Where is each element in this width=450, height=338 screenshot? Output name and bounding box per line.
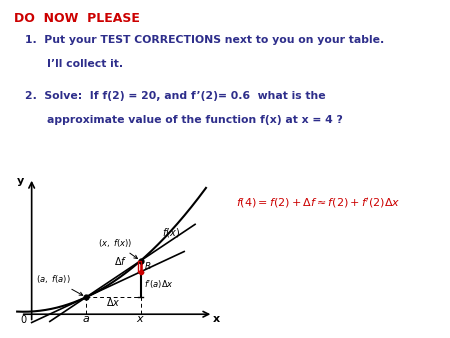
Bar (138, 261, 140, 272)
Text: $(a,\ f(a))$: $(a,\ f(a))$ (36, 273, 83, 295)
Text: $f(x)$: $f(x)$ (162, 226, 180, 239)
Text: DO  NOW  PLEASE: DO NOW PLEASE (14, 12, 140, 25)
Text: 1.  Put your TEST CORRECTIONS next to you on your table.: 1. Put your TEST CORRECTIONS next to you… (25, 35, 384, 46)
Text: y: y (17, 175, 24, 186)
Text: $x$: $x$ (136, 314, 145, 324)
Text: I’ll collect it.: I’ll collect it. (47, 59, 123, 69)
Text: $a$: $a$ (82, 314, 90, 324)
Text: $R$: $R$ (144, 260, 151, 271)
Text: $(x,\ f(x))$: $(x,\ f(x))$ (98, 237, 137, 259)
Text: $f'(a)\Delta x$: $f'(a)\Delta x$ (144, 279, 174, 290)
Text: $\Delta x$: $\Delta x$ (106, 296, 121, 308)
Text: 2.  Solve:  If f(2) = 20, and f’(2)= 0.6  what is the: 2. Solve: If f(2) = 20, and f’(2)= 0.6 w… (25, 91, 325, 101)
Text: x: x (213, 314, 220, 324)
Text: $\Delta f$: $\Delta f$ (114, 255, 127, 267)
Text: $f(4) = f(2) + \Delta f \approx f(2) + f'(2)\Delta x$: $f(4) = f(2) + \Delta f \approx f(2) + f… (236, 196, 400, 210)
Text: 0: 0 (21, 315, 27, 325)
Text: approximate value of the function f(x) at x = 4 ?: approximate value of the function f(x) a… (47, 115, 343, 125)
